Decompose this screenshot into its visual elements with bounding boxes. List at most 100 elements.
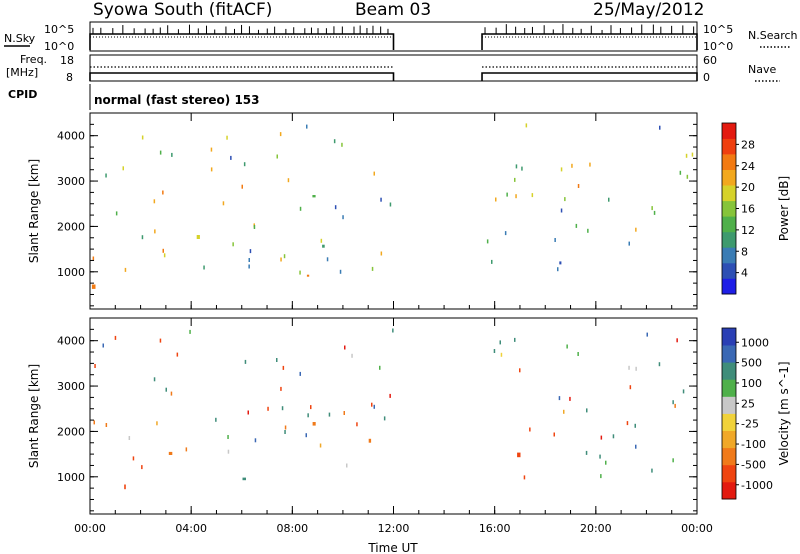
colorbar-swatch — [722, 169, 736, 186]
echo-cell — [185, 447, 188, 452]
echo-cell — [515, 194, 517, 199]
echo-cell — [306, 274, 310, 277]
echo-cell — [122, 166, 124, 171]
echo-cell — [254, 438, 257, 443]
freq-tick-right-bottom: 0 — [703, 71, 710, 84]
echo-cell — [248, 264, 250, 269]
echo-cell — [558, 396, 561, 401]
echo-cell — [553, 432, 555, 437]
colorbar-swatch — [722, 328, 736, 346]
x-tick-label: 04:00 — [175, 522, 207, 535]
echo-cell — [276, 154, 278, 159]
colorbar-tick-label: -1000 — [741, 479, 773, 492]
echo-cell — [389, 202, 392, 207]
freq-line — [89, 72, 395, 81]
y-tick-label: 4000 — [57, 335, 85, 348]
echo-cell — [128, 436, 131, 440]
echo-cell — [241, 184, 243, 189]
echo-cell — [141, 135, 144, 140]
echo-cell — [685, 153, 688, 158]
echo-cell — [247, 410, 249, 415]
echo-cell — [115, 211, 118, 216]
echo-cell — [153, 377, 156, 382]
echo-cell — [635, 227, 637, 232]
nsky-label: N.Sky — [4, 32, 36, 45]
echo-cell — [210, 167, 213, 172]
colorbar-label: Power [dB] — [777, 176, 791, 241]
echo-cell — [506, 192, 508, 197]
echo-cell — [176, 352, 179, 357]
y-axis-label: Slant Range [km] — [27, 159, 41, 263]
colorbar-swatch — [722, 464, 736, 483]
echo-cell — [159, 338, 162, 343]
echo-cell — [519, 368, 521, 373]
echo-cell — [672, 458, 674, 463]
echo-cell — [114, 335, 117, 340]
echo-cell — [249, 249, 252, 254]
echo-cell — [132, 456, 135, 461]
echo-cell — [392, 328, 394, 333]
echo-cell — [299, 270, 301, 275]
echo-cell — [312, 195, 316, 198]
freq-tick-left-bottom: 8 — [66, 71, 73, 84]
colorbar-swatch — [722, 200, 736, 217]
echo-cell — [628, 365, 630, 370]
echo-cell — [628, 241, 630, 246]
echo-cell — [282, 365, 285, 370]
echo-cell — [577, 352, 579, 356]
y-tick-label: 1000 — [57, 266, 85, 279]
echo-cell — [287, 178, 290, 183]
echo-cell — [676, 338, 678, 343]
echo-cell — [651, 206, 653, 211]
echo-cell — [491, 259, 493, 264]
echo-cell — [227, 435, 229, 439]
echo-cell — [635, 366, 637, 371]
colorbar-swatch — [722, 231, 736, 248]
colorbar-tick-label: 20 — [741, 181, 755, 194]
colorbar-frame — [721, 327, 737, 500]
echo-cell — [575, 223, 578, 228]
colorbar-tick-label: -25 — [741, 418, 759, 431]
noise-tick-right-top: 10^5 — [703, 23, 733, 36]
echo-cell — [248, 258, 250, 262]
echo-cell — [305, 433, 307, 438]
echo-cell — [368, 438, 372, 443]
echo-cell — [493, 349, 496, 353]
echo-cell — [585, 450, 588, 455]
noise-sky-line — [89, 33, 395, 50]
echo-cell — [569, 396, 571, 401]
colorbar-swatch — [722, 447, 736, 466]
echo-cell — [529, 427, 531, 432]
colorbar-label: Velocity [m s^-1] — [777, 361, 791, 465]
noise-sky-line — [481, 33, 698, 50]
echo-cell — [517, 452, 521, 458]
freq-tick-left-top: 18 — [60, 54, 74, 67]
echo-cell — [170, 391, 173, 396]
date-label: 25/May/2012 — [593, 0, 705, 20]
echo-cell — [124, 267, 127, 272]
echo-cell — [629, 385, 632, 390]
echo-cell — [531, 193, 534, 198]
echo-cell — [672, 400, 674, 405]
echo-cell — [635, 444, 637, 449]
colorbar-swatch — [722, 278, 736, 295]
colorbar-tick-label: 16 — [741, 203, 755, 216]
echo-cell — [319, 443, 322, 448]
echo-cell — [222, 201, 225, 206]
cpid-label: CPID — [8, 88, 37, 101]
echo-cell — [371, 266, 374, 271]
echo-cell — [171, 152, 173, 157]
x-tick-label: 20:00 — [580, 522, 612, 535]
echo-cell — [514, 177, 516, 182]
colorbar-tick-label: 100 — [741, 377, 762, 390]
colorbar-swatch — [722, 379, 736, 397]
echo-cell — [306, 124, 308, 129]
freq-line — [481, 72, 698, 81]
echo-cell — [554, 238, 556, 242]
colorbar-tick-label: -100 — [741, 438, 766, 451]
echo-cell — [383, 416, 386, 421]
echo-cell — [339, 269, 342, 274]
echo-cell — [600, 435, 603, 440]
noise-series — [89, 24, 698, 50]
